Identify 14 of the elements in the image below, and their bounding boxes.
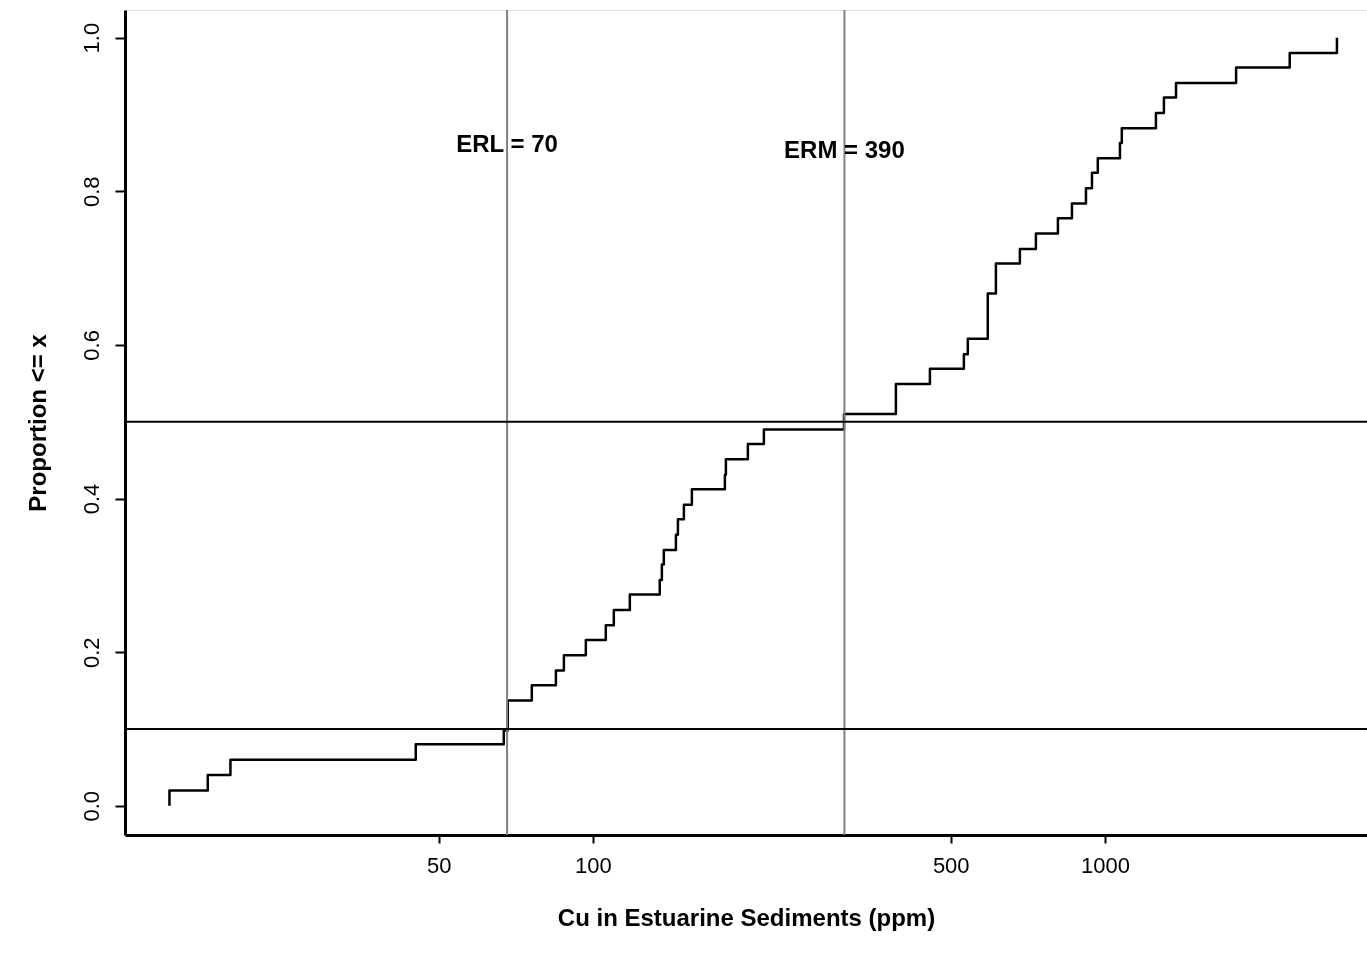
y-tick-label: 0.6 (78, 330, 104, 361)
annotation: ERL = 70 (456, 130, 558, 158)
y-tick-label: 0.2 (78, 637, 104, 668)
x-tick-label: 500 (932, 852, 970, 878)
x-tick-label: 100 (574, 852, 612, 878)
y-tick-label: 0.4 (78, 483, 104, 515)
x-axis-title: Cu in Estuarine Sediments (ppm) (557, 903, 936, 931)
y-axis-title: Proportion <= x (23, 333, 51, 512)
annotation: ERM = 390 (784, 135, 905, 163)
y-tick-label: 1.0 (78, 22, 104, 54)
y-tick-label: 0.0 (78, 791, 104, 822)
y-tick-label: 0.8 (78, 176, 104, 208)
x-tick-label: 50 (426, 852, 452, 878)
x-tick-label: 1000 (1080, 852, 1130, 878)
